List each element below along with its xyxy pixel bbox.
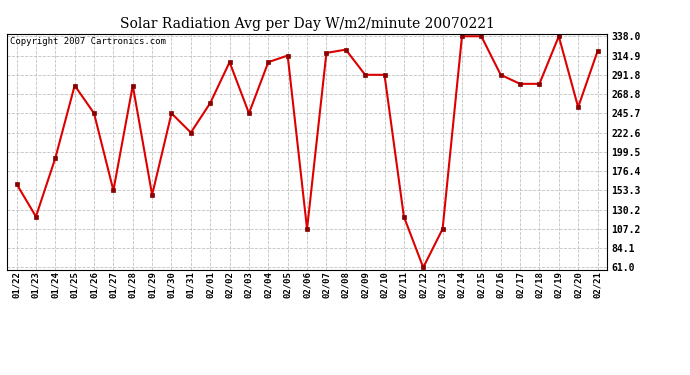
Title: Solar Radiation Avg per Day W/m2/minute 20070221: Solar Radiation Avg per Day W/m2/minute … <box>119 17 495 31</box>
Text: Copyright 2007 Cartronics.com: Copyright 2007 Cartronics.com <box>10 37 166 46</box>
